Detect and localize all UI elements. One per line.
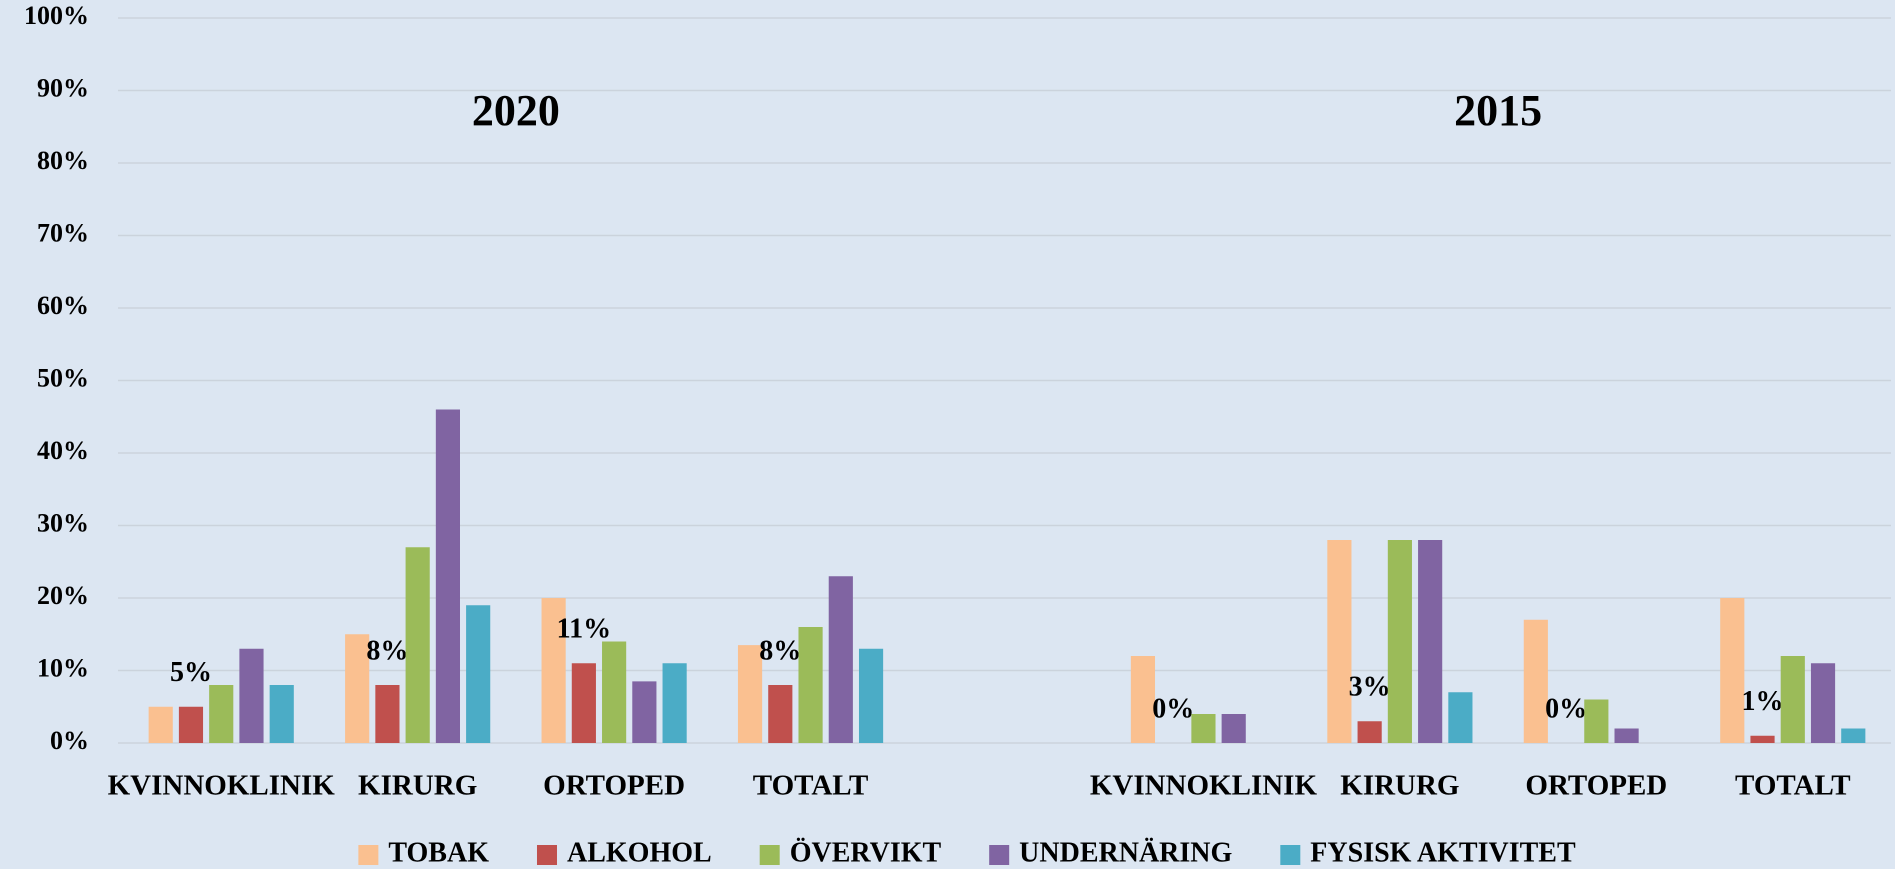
bar: [737, 645, 763, 743]
x-tick-label: ORTOPED: [543, 770, 685, 802]
bar: [1584, 699, 1609, 743]
x-tick-label: KIRURG: [358, 770, 477, 802]
y-tick-label: 90%: [37, 73, 89, 102]
y-tick-label: 100%: [24, 1, 89, 30]
x-tick-label: TOTALT: [753, 770, 869, 802]
bar: [828, 576, 853, 743]
group-title: 2020: [472, 86, 560, 135]
bar: [269, 685, 294, 743]
x-tick-label: TOTALT: [1735, 770, 1851, 802]
bar: [571, 663, 596, 743]
bar: [1780, 656, 1805, 743]
bar: [209, 685, 234, 743]
y-tick-label: 60%: [37, 291, 89, 320]
bar: [602, 641, 627, 743]
legend-swatch: [1280, 845, 1301, 865]
bar: [798, 627, 823, 743]
legend-swatch: [989, 845, 1010, 865]
y-tick-label: 10%: [37, 653, 89, 682]
bar: [345, 634, 370, 743]
bar: [662, 663, 687, 743]
data-label: 3%: [1349, 672, 1391, 703]
data-label: 5%: [170, 657, 212, 688]
y-tick-label: 40%: [37, 436, 89, 465]
bar: [148, 706, 173, 743]
bar: [1418, 540, 1443, 743]
y-tick-label: 20%: [37, 581, 89, 610]
bar: [405, 547, 430, 743]
legend-label: UNDERNÄRING: [1019, 837, 1232, 868]
x-tick-label: KVINNOKLINIK: [108, 770, 336, 802]
bar: [435, 409, 461, 743]
x-tick-label: ORTOPED: [1525, 770, 1667, 802]
bar: [1191, 714, 1216, 743]
legend-swatch: [358, 845, 379, 865]
bar: [1720, 598, 1745, 743]
bar: [466, 605, 491, 743]
bar: [1130, 656, 1156, 743]
data-label: 1%: [1742, 686, 1784, 717]
x-tick-label: KIRURG: [1340, 770, 1459, 802]
data-label: 8%: [366, 635, 408, 666]
legend-swatch: [536, 845, 557, 865]
data-label: 0%: [1152, 693, 1194, 724]
bar: [1810, 663, 1836, 743]
x-tick-label: KVINNOKLINIK: [1090, 770, 1318, 802]
bar: [178, 706, 204, 743]
data-label: 11%: [557, 614, 611, 645]
bar: [1841, 728, 1866, 743]
y-tick-label: 0%: [50, 726, 89, 755]
y-tick-label: 30%: [37, 508, 89, 537]
y-tick-label: 80%: [37, 146, 89, 175]
bar: [1614, 728, 1639, 743]
bar: [858, 648, 884, 743]
bar: [239, 648, 264, 743]
group-title: 2015: [1454, 86, 1542, 135]
legend-label: ALKOHOL: [567, 837, 712, 868]
bar: [541, 598, 566, 743]
data-label: 0%: [1545, 693, 1587, 724]
bar: [1523, 619, 1548, 743]
legend-label: ÖVERVIKT: [790, 837, 942, 868]
y-tick-label: 50%: [37, 363, 89, 392]
y-tick-label: 70%: [37, 218, 89, 247]
bar: [1387, 540, 1412, 743]
bar: [768, 685, 793, 743]
legend-swatch: [759, 845, 780, 865]
legend-label: FYSISK AKTIVITET: [1310, 837, 1576, 868]
bar: [632, 681, 657, 743]
legend-label: TOBAK: [388, 837, 489, 868]
bar: [1750, 735, 1775, 743]
bar: [375, 685, 400, 743]
data-label: 8%: [759, 635, 801, 666]
bar: [1357, 721, 1382, 743]
bar: [1448, 692, 1473, 743]
bar: [1221, 714, 1246, 743]
bar: [1327, 540, 1352, 743]
